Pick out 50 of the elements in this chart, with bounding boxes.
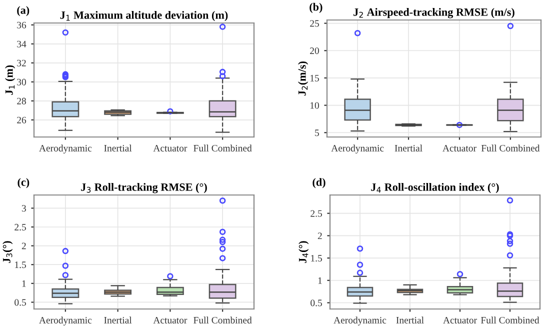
y-axis-title: J$_{3}$(°) xyxy=(2,241,13,263)
chart-title: J$_{3}$ Roll-tracking RMSE (°) xyxy=(81,183,207,194)
x-tick-label: Full Combined xyxy=(194,144,252,152)
y-tick-label: 3 xyxy=(22,205,26,212)
y-axis-title: J$_{1}$ (m) xyxy=(5,65,16,95)
y-tick-label: 28 xyxy=(17,98,26,104)
y-tick-label: 26 xyxy=(17,116,26,124)
x-tick-label: Aerodynamic xyxy=(39,144,92,154)
x-tick-label: Inertial xyxy=(104,144,132,152)
y-axis-title: J$_{2}$(m/s) xyxy=(298,62,308,96)
y-tick-label: 34 xyxy=(17,40,26,48)
x-tick-label: Aerodynamic xyxy=(331,144,384,154)
y-tick-label: 25 xyxy=(310,20,319,27)
text: (c) xyxy=(18,178,30,188)
chart-title: J$_{1}$ Maximum altitude deviation (m) xyxy=(60,11,228,22)
x-tick-label: Actuator xyxy=(442,144,476,152)
y-tick-label: 2.5 xyxy=(14,224,26,230)
y-tick-label: 0.5 xyxy=(310,300,322,306)
y-tick-label: 0.5 xyxy=(14,299,26,306)
y-tick-label: 36 xyxy=(17,22,26,28)
y-tick-label: 20 xyxy=(310,48,319,54)
text: (a) xyxy=(17,6,30,16)
x-tick-label: Actuator xyxy=(443,316,477,324)
x-tick-label: Inertial xyxy=(394,144,422,152)
x-tick-label: Aerodynamic xyxy=(334,316,386,326)
y-tick-label: 1.5 xyxy=(311,254,322,262)
x-tick-label: Full Combined xyxy=(481,144,540,152)
y-tick-label: 1 xyxy=(318,277,322,284)
y-tick-label: 10 xyxy=(310,102,319,109)
y-tick-label: 1 xyxy=(22,280,26,287)
x-tick-label: Actuator xyxy=(153,316,188,324)
chart-title: J$_{2}$ Airspeed-tracking RMSE (m/s) xyxy=(354,8,514,18)
x-tick-label: Inertial xyxy=(396,316,424,324)
x-tick-label: Full Combined xyxy=(194,316,252,324)
text: (b) xyxy=(310,2,322,13)
text: (d) xyxy=(312,178,326,188)
chart-title: J$_{4}$ Roll-oscillation index (°) xyxy=(371,183,499,194)
y-tick-label: 32 xyxy=(17,60,26,66)
y-tick-label: 2 xyxy=(22,242,26,250)
y-tick-label: 2.5 xyxy=(310,210,322,217)
y-tick-label: 2 xyxy=(318,232,322,240)
y-tick-label: 5 xyxy=(315,130,319,136)
y-axis-title: J$_{4}$(°) xyxy=(298,241,309,263)
y-tick-label: 1.5 xyxy=(15,262,26,268)
x-tick-label: Full Combined xyxy=(480,316,540,324)
x-tick-label: Aerodynamic xyxy=(39,316,92,326)
x-tick-label: Actuator xyxy=(153,144,188,152)
y-tick-label: 15 xyxy=(310,74,319,82)
y-tick-label: 30 xyxy=(17,78,26,86)
x-tick-label: Inertial xyxy=(104,316,132,324)
